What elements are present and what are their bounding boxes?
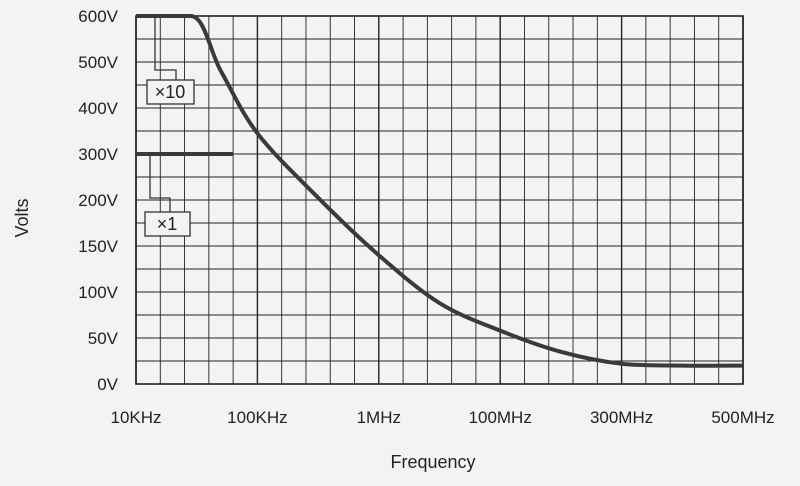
y-tick-label: 300V [78,145,118,164]
x-tick-label: 1MHz [357,408,401,427]
x-tick-label: 300MHz [590,408,653,427]
x-tick-labels: 10KHz 100KHz 1MHz 100MHz 300MHz 500MHz [110,408,774,427]
callout-x10: ×10 [146,17,195,105]
y-tick-label: 400V [78,99,118,118]
series-layer [136,14,744,368]
x-tick-label: 100MHz [469,408,532,427]
grid [135,15,744,385]
x-axis-title: Frequency [390,452,475,472]
y-tick-label: 500V [78,53,118,72]
callout-x1-leader [149,153,171,212]
callout-x1-label: ×1 [157,214,178,234]
y-tick-label: 100V [78,283,118,302]
y-tick-label: 0V [97,375,118,394]
callout-x1: ×1 [144,153,191,237]
y-axis-title: Volts [12,198,32,237]
y-tick-label: 50V [88,329,119,348]
callout-x1-box [144,211,191,237]
callout-x10-leader [154,17,177,80]
y-tick-label: 150V [78,237,118,256]
plot-border [135,15,744,385]
y-tick-label: 200V [78,191,118,210]
callout-x10-box [146,79,195,105]
series-line-x10 [136,14,744,368]
x-tick-label: 100KHz [227,408,287,427]
x-tick-label: 10KHz [110,408,161,427]
callout-x10-label: ×10 [155,82,186,102]
x-tick-label: 500MHz [711,408,774,427]
y-tick-labels: 0V 50V 100V 150V 200V 300V 400V 500V 600V [78,7,118,394]
y-tick-label: 600V [78,7,118,26]
